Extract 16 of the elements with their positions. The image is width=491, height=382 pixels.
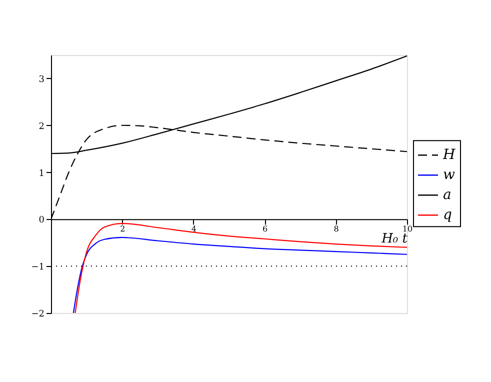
x-tick-label: 8 [334, 224, 339, 234]
y-tick-label: 3 [38, 74, 45, 85]
legend-label: q [443, 207, 452, 224]
y-tick-label: 2 [38, 122, 44, 132]
y-tick-label: 1 [38, 168, 44, 179]
legend-label: H [442, 147, 456, 164]
legend-label: w [443, 167, 455, 184]
y-tick-label: −1 [31, 262, 44, 273]
legend-label: a [443, 187, 452, 204]
x-tick-label: 6 [262, 224, 268, 234]
x-tick-label: 10 [402, 224, 413, 234]
y-tick-label: −2 [31, 310, 44, 320]
x-axis-title: H₀ t [380, 232, 408, 247]
x-tick-label: 2 [120, 224, 126, 234]
y-tick-label: 0 [38, 216, 45, 226]
x-tick-label: 4 [191, 224, 196, 234]
